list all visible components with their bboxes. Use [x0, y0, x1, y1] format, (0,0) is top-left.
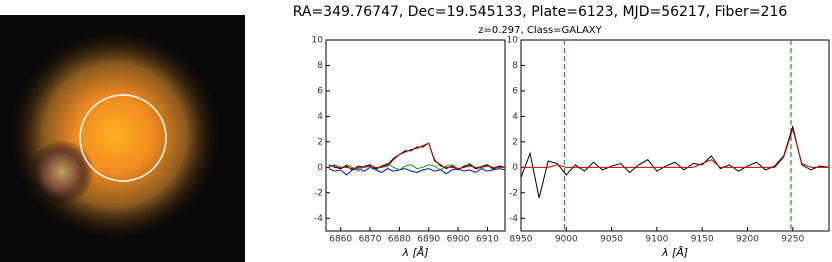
x-tick-label: 6870	[359, 235, 382, 245]
y-tick-label: 2	[317, 137, 323, 147]
y-tick-label: 8	[317, 61, 323, 71]
spectrum-line	[521, 127, 829, 168]
x-tick-label: 8950	[510, 235, 533, 245]
plot-area	[325, 39, 506, 232]
x-axis-label: λ [Å]	[401, 246, 428, 259]
y-tick-label: -2	[509, 188, 518, 198]
x-tick-label: 9150	[691, 235, 714, 245]
spectrum-line	[328, 142, 506, 171]
y-tick-label: 0	[512, 163, 518, 173]
y-tick-label: 0	[317, 163, 323, 173]
y-tick-label: 6	[512, 86, 518, 96]
spectrum-line	[328, 166, 506, 176]
y-tick-label: 2	[512, 137, 518, 147]
y-tick-label: 8	[512, 61, 518, 71]
galaxy-image	[0, 15, 245, 262]
x-tick-label: 6890	[417, 235, 440, 245]
y-tick-label: 6	[317, 86, 323, 96]
x-tick-label: 9250	[781, 235, 804, 245]
x-axis-label: λ [Å]	[661, 246, 688, 259]
spectrum-line	[328, 142, 505, 170]
y-tick-label: -4	[314, 214, 323, 224]
x-tick-label: 6910	[476, 235, 499, 245]
x-tick-label: 6900	[447, 235, 470, 245]
title: RA=349.76747, Dec=19.545133, Plate=6123,…	[293, 4, 788, 20]
x-tick-label: 9050	[600, 235, 623, 245]
x-tick-label: 9000	[555, 235, 578, 245]
plot-area	[520, 39, 830, 232]
subtitle: z=0.297, Class=GALAXY	[478, 25, 602, 36]
x-tick-label: 6860	[329, 235, 352, 245]
x-tick-label: 9100	[645, 235, 668, 245]
y-tick-label: 4	[512, 112, 518, 122]
y-tick-label: 4	[317, 112, 323, 122]
x-tick-label: 9200	[736, 235, 759, 245]
y-tick-label: 10	[507, 36, 519, 46]
x-tick-label: 6880	[388, 235, 411, 245]
y-tick-label: 10	[312, 36, 324, 46]
y-tick-label: -4	[509, 214, 518, 224]
y-tick-label: -2	[314, 188, 323, 198]
spectrum-line	[520, 124, 830, 199]
